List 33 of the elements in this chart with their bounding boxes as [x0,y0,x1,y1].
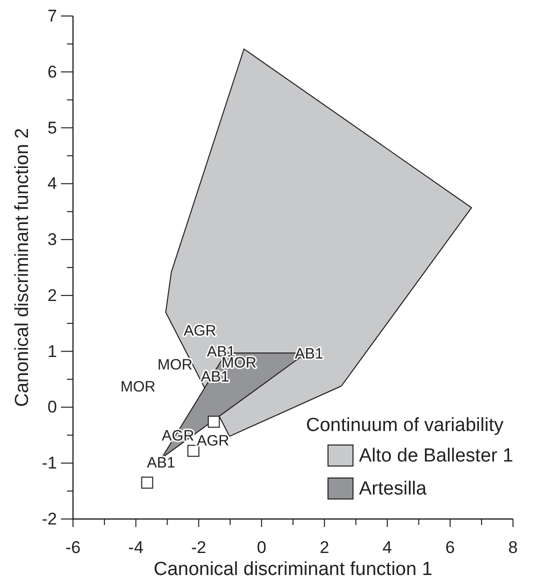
point [141,476,154,489]
point [208,416,220,428]
y-tick-label: 5 [48,118,57,138]
annotation: MOR [158,356,193,374]
x-tick-label: 8 [508,538,518,557]
x-tick-label: 6 [445,538,455,557]
y-axis-title: Canonical discriminant function 2 [12,128,33,407]
y-tick-label: 4 [48,174,57,194]
annotation: AGR [162,428,194,444]
x-tick-label: 0 [256,538,266,557]
y-tick-label: 1 [48,342,57,361]
annotation: AB1 [294,346,324,362]
y-tick-label: -1 [42,454,57,473]
y-tick-label: 2 [48,286,57,305]
x-axis-title: Canonical discriminant function 1 [154,559,432,579]
x-tick-label: -4 [128,538,144,557]
y-tick-label: 7 [48,6,57,26]
annotation: AGR [184,322,216,340]
y-tick-label: 3 [48,230,57,250]
legend-title: Continuum of variability [306,415,504,436]
y-tick-label: 0 [48,398,57,417]
legend-label: Alto de Ballester 1 [359,446,514,466]
y-tick-label: 6 [48,62,57,82]
x-tick-label: -6 [65,538,81,557]
x-tick-label: -2 [191,538,206,557]
x-tick-label: 2 [320,538,330,557]
annotation: AGR [196,432,230,450]
x-tick-label: 4 [382,538,392,557]
point [187,444,200,457]
y-tick-label: -2 [42,510,57,528]
annotation: MOR [120,378,156,396]
legend-label: Artesilla [359,478,428,500]
annotation: AB1 [146,454,176,472]
